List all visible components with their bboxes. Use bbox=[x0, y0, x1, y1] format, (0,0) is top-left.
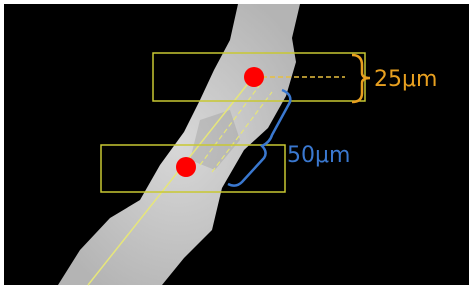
label-25: 25μm bbox=[374, 67, 437, 92]
label-50: 50μm bbox=[287, 143, 350, 168]
marker bbox=[176, 157, 196, 177]
marker bbox=[244, 67, 264, 87]
figure: 25μm 50μm bbox=[0, 0, 473, 289]
microscopy-image: 25μm 50μm bbox=[0, 0, 473, 289]
